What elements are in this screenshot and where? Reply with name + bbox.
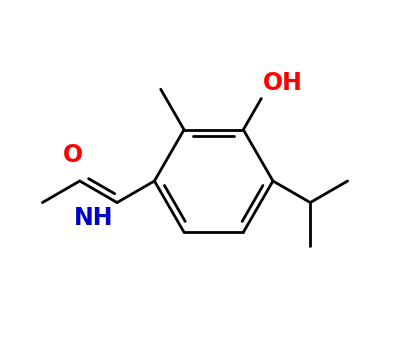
Text: NH: NH	[74, 206, 114, 230]
Text: O: O	[62, 143, 83, 167]
Text: OH: OH	[263, 71, 303, 95]
